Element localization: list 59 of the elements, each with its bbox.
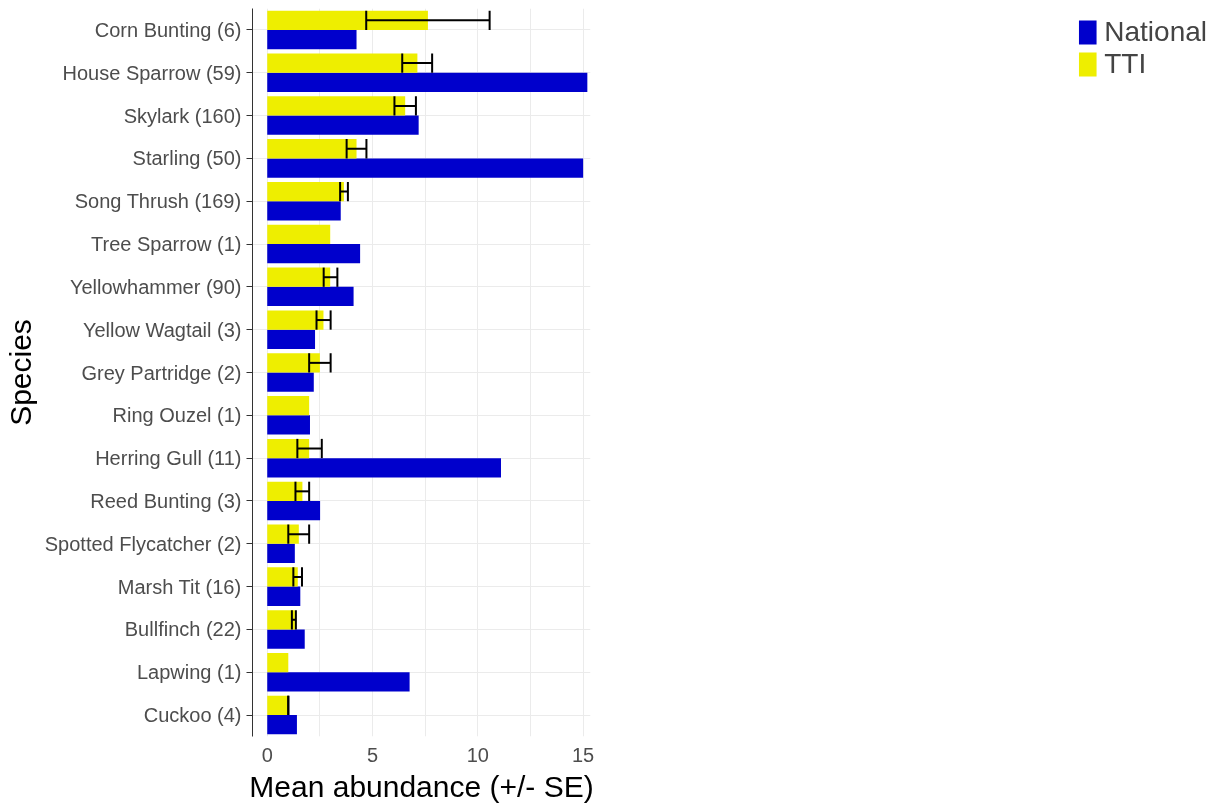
- bar: [267, 629, 305, 649]
- bar: [267, 481, 303, 501]
- bar: [267, 329, 316, 349]
- bar: [267, 53, 418, 73]
- bar: [267, 10, 428, 30]
- bar: [267, 310, 324, 330]
- y-tick-label: Corn Bunting (6): [94, 18, 242, 41]
- bar: [267, 500, 321, 521]
- bar: [267, 610, 295, 630]
- bar: [267, 567, 298, 587]
- bar: [267, 652, 289, 673]
- y-axis-title: Species: [3, 319, 37, 426]
- x-tick-label: 10: [466, 743, 489, 766]
- y-tick-label: Ring Ouzel (1): [112, 404, 242, 427]
- bar: [267, 224, 331, 245]
- x-tick-label: 5: [366, 743, 379, 766]
- bar: [267, 715, 297, 735]
- bar: [267, 96, 406, 116]
- y-tick-label: Herring Gull (11): [95, 447, 242, 470]
- y-tick-label: Tree Sparrow (1): [91, 233, 242, 256]
- bar: [267, 353, 320, 373]
- bar: [267, 372, 314, 392]
- bar: [267, 72, 588, 93]
- y-tick-label: House Sparrow (59): [62, 61, 242, 84]
- bar: [267, 244, 361, 264]
- y-tick-label: Cuckoo (4): [143, 704, 242, 727]
- y-tick-label: Lapwing (1): [137, 661, 242, 684]
- bar: [267, 438, 310, 459]
- bar: [267, 458, 501, 478]
- x-axis-title: Mean abundance (+/- SE): [249, 769, 594, 803]
- legend-label: National: [1104, 16, 1207, 48]
- bar: [267, 139, 357, 159]
- bar: [267, 286, 354, 307]
- legend-label: TTI: [1104, 48, 1147, 80]
- bar: [267, 672, 410, 692]
- y-tick-label: Spotted Flycatcher (2): [44, 532, 242, 555]
- y-tick-label: Yellow Wagtail (3): [82, 318, 242, 341]
- bar: [267, 524, 299, 544]
- bar: [267, 29, 357, 50]
- y-tick-label: Grey Partridge (2): [81, 361, 242, 384]
- bar: [267, 543, 295, 564]
- bar: [267, 181, 344, 202]
- bar: [267, 415, 310, 435]
- bar: [267, 396, 310, 416]
- y-tick-label: Starling (50): [132, 147, 242, 170]
- y-tick-label: Skylark (160): [123, 104, 242, 127]
- y-tick-label: Marsh Tit (16): [117, 575, 242, 598]
- bar: [267, 586, 301, 606]
- y-tick-label: Yellowhammer (90): [69, 275, 242, 298]
- x-tick-label: 0: [261, 743, 273, 766]
- x-tick-label: 15: [572, 743, 595, 766]
- y-tick-label: Song Thrush (169): [74, 190, 242, 213]
- y-tick-label: Bullfinch (22): [124, 618, 242, 641]
- y-tick-label: Reed Bunting (3): [90, 489, 242, 512]
- bar: [267, 115, 419, 135]
- bar: [267, 158, 584, 178]
- bar: [267, 201, 341, 221]
- bar: [267, 267, 331, 287]
- bar: [267, 695, 289, 716]
